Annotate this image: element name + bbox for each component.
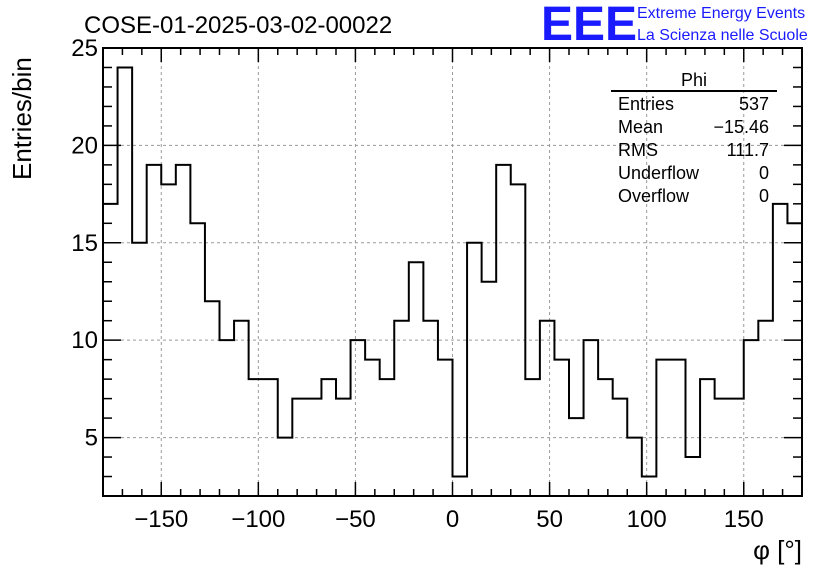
stats-value: 0 [759, 186, 769, 206]
x-tick-label: −50 [335, 506, 376, 533]
stats-label: Underflow [618, 163, 700, 183]
x-tick-label: −150 [134, 506, 188, 533]
x-axis-label: φ [°] [753, 535, 802, 565]
axis-ticks [102, 47, 803, 497]
tick-labels: −150 −100 −50 0 50 100 150 5 10 15 20 25 [71, 35, 763, 533]
y-tick-label: 25 [71, 35, 98, 62]
x-tick-label: 150 [724, 506, 764, 533]
stats-label: RMS [618, 140, 658, 160]
stats-value: 0 [759, 163, 769, 183]
y-axis-label: Entries/bin [7, 57, 37, 180]
x-tick-label: 50 [536, 506, 563, 533]
y-tick-label: 15 [71, 230, 98, 257]
plot-frame [102, 47, 803, 497]
eee-logo: EEE [541, 0, 637, 51]
stats-value: 537 [739, 94, 769, 114]
logo-line-2: La Scienza nelle Scuole [637, 27, 808, 44]
x-tick-label: 100 [627, 506, 667, 533]
x-tick-label: −100 [231, 506, 285, 533]
stats-label: Overflow [618, 186, 690, 206]
stats-label: Mean [618, 117, 663, 137]
stats-label: Entries [618, 94, 674, 114]
stats-value: −15.46 [713, 117, 769, 137]
stats-value: 111.7 [727, 140, 769, 160]
logo-line-1: Extreme Energy Events [637, 5, 805, 22]
run-title: COSE-01-2025-03-02-00022 [84, 12, 392, 39]
stats-title: Phi [681, 70, 707, 90]
y-tick-label: 5 [85, 425, 98, 452]
y-tick-label: 10 [71, 327, 98, 354]
x-tick-label: 0 [446, 506, 459, 533]
histogram-outline [103, 66, 803, 478]
y-tick-label: 20 [71, 132, 98, 159]
stats-box: Phi Entries 537 Mean −15.46 RMS 111.7 Underflo… [611, 70, 777, 206]
